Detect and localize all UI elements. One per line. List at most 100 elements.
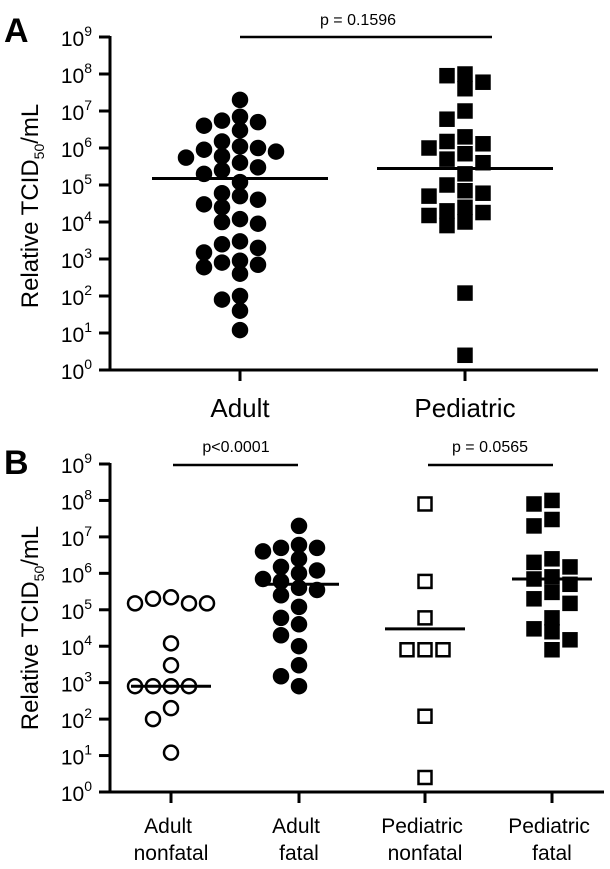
panel-a-data-point: [231, 287, 249, 305]
panel-b-y-tick-label: 107: [61, 523, 92, 551]
panel-a-data-point: [213, 291, 231, 308]
panel-a-data-point: [249, 139, 267, 157]
panel-b-data-point: [417, 642, 433, 658]
panel-b-data-point: [562, 559, 578, 575]
panel-a-p-value: p = 0.1596: [320, 12, 396, 29]
panel-b-data-point: [272, 609, 290, 627]
panel-a-data-point: [457, 103, 473, 119]
panel-b-category-pediatric-nonfatal: Pediatric nonfatal: [381, 815, 469, 865]
panel-b-data-point: [272, 558, 290, 576]
panel-a-data-point: [231, 154, 249, 171]
panel-a-data-point: [213, 147, 231, 165]
panel-b-data-point: [254, 543, 272, 560]
panel-b-data-point: [526, 518, 542, 534]
panel-a-data-point: [267, 143, 285, 160]
panel-b-points: [126, 492, 592, 786]
panel-b-category-adult-nonfatal: Adult nonfatal: [134, 815, 209, 865]
panel-a-data-point: [195, 258, 213, 276]
panel-a-data-point: [439, 151, 455, 167]
panel-a-data-point: [213, 213, 231, 231]
panel-b-data-point: [272, 539, 290, 557]
panel-a-data-point: [213, 184, 231, 202]
panel-b-data-point: [162, 657, 180, 674]
panel-a-data-point: [213, 236, 231, 253]
panel-a-data-point: [439, 111, 455, 127]
panel-a-data-point: [421, 188, 437, 204]
panel-a-data-point: [231, 91, 249, 109]
panel-a-category-pediatric: Pediatric: [414, 393, 515, 423]
panel-a-y-axis-label: Relative TCID50/mL: [17, 104, 47, 309]
panel-b-y-tick-label: 101: [61, 742, 92, 770]
panel-b-data-point: [544, 551, 560, 567]
panel-b-data-point: [544, 610, 560, 626]
panel-b-data-point: [544, 492, 560, 509]
panel-b-data-point: [272, 667, 290, 685]
panel-b-y-tick-label: 102: [61, 705, 92, 733]
panel-a-data-point: [195, 117, 213, 134]
panel-b-data-point: [417, 496, 433, 512]
panel-a-data-point: [231, 138, 249, 155]
panel-b-data-point: [526, 621, 542, 637]
panel-b-data-point: [290, 536, 308, 554]
panel-a-data-point: [231, 302, 249, 319]
panel-b-data-point: [254, 570, 272, 588]
panel-a-data-point: [421, 140, 437, 156]
panel-b-data-point: [180, 595, 198, 612]
panel-b-p-value-pediatric: p = 0.0565: [452, 439, 528, 456]
panel-a-data-point: [195, 196, 213, 213]
panel-b-data-point: [290, 616, 308, 633]
panel-a-y-tick-label: 101: [61, 319, 92, 347]
panel-a-data-point: [231, 265, 249, 282]
panel-b-y-ticks: 100 101 102 103 104 105 106 107 108 109: [61, 450, 110, 806]
panel-a-data-point: [475, 185, 491, 201]
panel-b-data-point: [526, 591, 542, 607]
panel-a-data-point: [457, 214, 473, 230]
panel-a-y-tick-label: 104: [61, 208, 92, 236]
panel-b-data-point: [290, 637, 308, 655]
panel-a-data-point: [213, 254, 231, 271]
panel-b-data-point: [198, 595, 216, 612]
panel-b-category-pediatric-fatal: Pediatric fatal: [508, 815, 596, 865]
panel-a-data-point: [439, 67, 455, 84]
panel-b-data-point: [308, 562, 326, 579]
panel-b-data-point: [399, 642, 415, 658]
panel-b-data-point: [162, 635, 180, 652]
panel-b-data-point: [290, 517, 308, 535]
panel-b-y-tick-label: 106: [61, 559, 92, 587]
panel-b-data-point: [126, 595, 144, 612]
panel-b-y-tick-label: 104: [61, 632, 92, 660]
panel-a-data-point: [457, 145, 473, 162]
panel-a-label: A: [4, 12, 29, 50]
panel-a-y-tick-label: 106: [61, 134, 92, 162]
panel-b-data-point: [290, 565, 308, 582]
panel-b-data-point: [272, 573, 290, 590]
panel-a-data-point: [475, 136, 491, 152]
panel-b-y-tick-label: 108: [61, 486, 92, 514]
panel-a-y-tick-label: 109: [61, 23, 92, 51]
panel-a-data-point: [249, 256, 267, 273]
panel-a-data-point: [231, 108, 249, 125]
panel-a-data-point: [177, 149, 195, 166]
panel-a-data-point: [457, 182, 473, 199]
panel-a-y-ticks: 100 101 102 103 104 105 106 107 108 109: [61, 23, 110, 384]
panel-a-data-point: [231, 187, 249, 205]
panel-a-data-point: [213, 162, 231, 179]
panel-a-y-tick-label: 107: [61, 97, 92, 125]
panel-b-y-tick-label: 109: [61, 450, 92, 478]
panel-a-data-point: [457, 129, 473, 145]
panel-a-y-tick-label: 100: [61, 356, 92, 384]
panel-a-y-tick-label: 105: [61, 171, 92, 199]
panel-a-data-point: [457, 347, 473, 364]
panel-b-data-point: [308, 539, 326, 557]
panel-b-data-point: [544, 569, 560, 585]
panel-a-data-point: [231, 321, 249, 339]
panel-a-data-point: [231, 233, 249, 250]
panel-b-data-point: [144, 710, 162, 728]
panel-b-data-point: [162, 589, 180, 606]
panel-a-data-point: [249, 191, 267, 208]
panel-a-data-point: [249, 113, 267, 131]
panel-b-y-tick-label: 105: [61, 596, 92, 624]
panel-a-points: [152, 66, 553, 364]
panel-a-data-point: [457, 80, 473, 97]
